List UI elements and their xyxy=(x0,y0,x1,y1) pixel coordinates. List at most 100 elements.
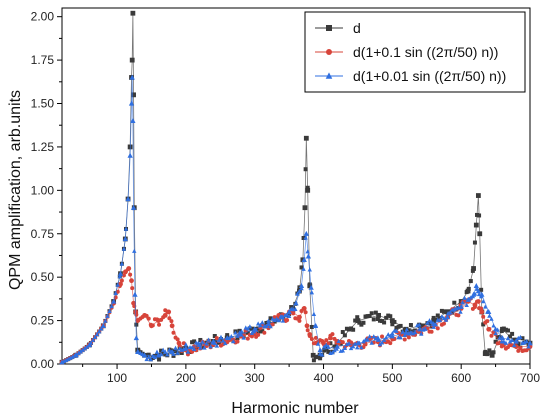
series-marker xyxy=(214,343,220,348)
series-marker xyxy=(522,340,527,345)
series-marker xyxy=(375,317,380,322)
data-point xyxy=(355,340,361,346)
series-marker xyxy=(359,345,364,350)
plot-frame xyxy=(61,7,531,365)
series-marker xyxy=(340,330,345,335)
series-marker xyxy=(487,313,492,318)
series-marker xyxy=(326,349,331,354)
data-point xyxy=(155,352,161,358)
data-point xyxy=(431,318,437,323)
series-marker xyxy=(146,316,151,321)
data-point xyxy=(305,187,311,193)
series-marker xyxy=(408,323,413,328)
data-point xyxy=(492,326,499,332)
series-marker xyxy=(214,336,219,341)
series-marker xyxy=(427,321,432,326)
series-marker xyxy=(305,249,310,254)
series-marker xyxy=(508,334,513,339)
series-marker xyxy=(380,319,385,324)
series-marker xyxy=(128,272,133,277)
data-point xyxy=(142,312,147,318)
series-marker xyxy=(396,324,401,329)
series-marker xyxy=(169,319,174,324)
series-marker xyxy=(441,321,446,326)
series-marker xyxy=(369,311,374,316)
series-marker xyxy=(260,329,265,334)
legend-marker xyxy=(326,49,332,55)
data-point xyxy=(162,312,168,318)
series-marker xyxy=(311,311,317,316)
series-marker xyxy=(416,322,422,327)
series-marker xyxy=(198,337,203,342)
series-marker xyxy=(192,339,197,344)
data-point xyxy=(122,236,128,242)
series-marker xyxy=(96,329,102,334)
series-marker xyxy=(470,268,475,273)
data-point xyxy=(118,281,123,287)
series-marker xyxy=(179,350,184,355)
series-marker xyxy=(198,345,203,350)
data-point xyxy=(110,298,117,304)
series-marker xyxy=(342,345,348,351)
series-marker xyxy=(361,320,366,325)
series-marker xyxy=(326,344,331,349)
series-marker xyxy=(382,320,387,325)
data-point xyxy=(303,230,309,236)
series-marker xyxy=(380,334,385,339)
x-tick-label: 400 xyxy=(314,371,334,385)
data-point xyxy=(298,282,305,289)
series-marker xyxy=(266,318,271,323)
series-marker xyxy=(301,235,306,240)
series-marker xyxy=(388,341,393,346)
series-marker xyxy=(481,314,486,319)
series-marker xyxy=(123,226,129,231)
series-marker xyxy=(134,322,139,327)
series-marker xyxy=(324,338,329,343)
series-marker xyxy=(495,335,500,340)
legend-item: d(1+0.1 sin ((2π/50) n)) xyxy=(315,44,498,60)
series-marker xyxy=(76,350,81,356)
series-marker xyxy=(206,337,211,342)
series-marker xyxy=(183,342,189,347)
series-marker xyxy=(274,316,279,321)
y-axis-title: QPM amplification, arb.units xyxy=(7,90,24,290)
data-point xyxy=(304,323,310,329)
series-marker xyxy=(400,329,405,334)
data-point xyxy=(132,291,138,297)
series-marker xyxy=(410,331,416,336)
data-point xyxy=(100,322,106,328)
series-marker xyxy=(452,300,457,305)
data-point xyxy=(473,222,479,228)
series-marker xyxy=(154,349,160,354)
data-point xyxy=(375,336,382,342)
data-point xyxy=(376,312,381,318)
data-point xyxy=(210,338,217,344)
y-tick-label: 0.50 xyxy=(31,270,55,284)
series-marker xyxy=(214,339,219,344)
series-marker xyxy=(518,346,523,351)
series-marker xyxy=(373,310,378,315)
series-marker xyxy=(406,328,411,333)
series-marker xyxy=(260,320,265,325)
x-tick-label: 600 xyxy=(451,371,471,385)
y-tick-label: 0.75 xyxy=(31,227,55,241)
data-point xyxy=(197,342,203,348)
series-marker xyxy=(159,348,164,353)
series-marker xyxy=(479,306,484,311)
data-point xyxy=(471,266,476,271)
series-layer xyxy=(59,10,533,365)
data-point xyxy=(308,284,314,290)
series-marker xyxy=(371,317,376,322)
series-marker xyxy=(340,348,345,353)
series-marker xyxy=(258,329,263,334)
series-marker xyxy=(336,338,341,344)
series-marker xyxy=(200,345,205,350)
series-marker xyxy=(388,314,393,319)
series-marker xyxy=(309,324,314,329)
series-marker xyxy=(99,326,104,331)
series-marker xyxy=(441,309,446,314)
y-tick-label: 1.00 xyxy=(31,183,55,197)
data-point xyxy=(149,323,154,329)
series-marker xyxy=(152,354,158,360)
series-marker xyxy=(309,290,315,295)
